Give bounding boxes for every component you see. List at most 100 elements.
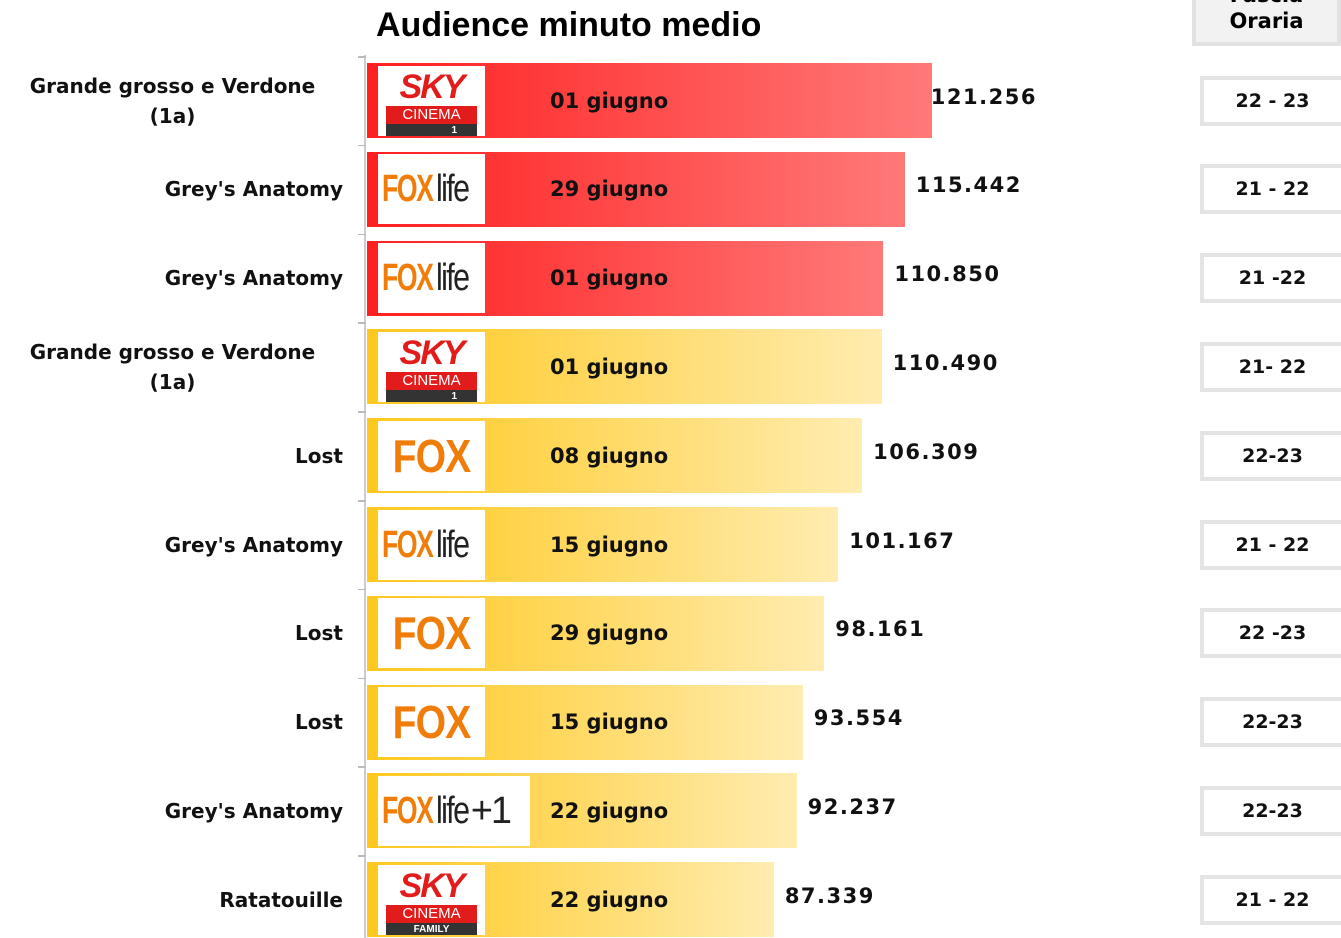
logo-foxlife: FOXlife+1 <box>378 776 530 846</box>
logo-life: life <box>436 523 470 566</box>
category-text: Lost <box>295 621 343 646</box>
slot-text: 22 - 23 <box>1235 89 1310 112</box>
axis-tick <box>358 855 366 857</box>
axis-tick <box>358 144 366 147</box>
channel-logo: FOX <box>378 687 485 758</box>
slot-text: 21 - 22 <box>1235 888 1310 911</box>
category-text: Grey's Anatomy <box>164 532 343 557</box>
axis-tick <box>358 322 366 324</box>
logo-foxlife: FOXlife <box>378 154 485 224</box>
category-text: Lost <box>295 443 343 468</box>
value-label: 106.309 <box>873 439 980 464</box>
axis-tick <box>358 766 366 768</box>
category-label: Lost <box>0 692 343 752</box>
logo-fox: FOX <box>392 696 472 749</box>
logo-fox: FOX <box>392 607 472 660</box>
logo-fox: FOX <box>382 257 434 300</box>
value-label: 87.339 <box>784 883 875 908</box>
category-label: Grey's Anatomy <box>0 781 343 841</box>
slot-box: 21- 22 <box>1200 341 1341 392</box>
channel-logo: FOXlife <box>378 509 485 580</box>
category-text: Grey's Anatomy <box>164 798 343 823</box>
axis-tick <box>358 56 366 58</box>
slot-box: 21 -22 <box>1200 253 1341 304</box>
logo-sub: 1 <box>386 389 477 402</box>
date-label: 22 giugno <box>550 798 669 823</box>
channel-logo: FOX <box>378 420 485 491</box>
date-label: 15 giugno <box>550 710 669 735</box>
logo-life: life <box>436 257 470 300</box>
logo-sub: FAMILY <box>386 922 477 935</box>
date-label: 01 giugno <box>550 266 669 291</box>
slot-text: 22-23 <box>1242 711 1303 734</box>
value-label: 110.490 <box>892 350 999 375</box>
channel-logo: SKY CINEMA 1 <box>378 331 485 402</box>
axis-tick <box>358 500 366 502</box>
logo-cinema: CINEMA <box>386 904 477 923</box>
date-label: 01 giugno <box>550 88 669 113</box>
logo-sky: SKY <box>399 866 466 905</box>
slot-box: 22-23 <box>1200 785 1341 836</box>
date-label: 01 giugno <box>550 354 669 379</box>
category-text: Grande grosso e Verdone (1a) <box>29 73 316 128</box>
logo-plus: +1 <box>470 789 512 832</box>
category-text: Lost <box>295 710 343 735</box>
category-label: Grande grosso e Verdone (1a) <box>0 337 345 397</box>
value-label: 93.554 <box>813 706 904 731</box>
chart-title: Audience minuto medio <box>376 6 762 44</box>
channel-logo: FOXlife <box>378 243 485 314</box>
category-label: Lost <box>0 603 343 663</box>
slot-box: 21 - 22 <box>1200 874 1341 925</box>
value-label: 98.161 <box>835 617 926 642</box>
slot-header: Fascia Oraria <box>1192 0 1341 46</box>
channel-logo: SKY CINEMA 1 <box>378 65 485 136</box>
logo-fox: FOX <box>382 168 434 211</box>
slot-box: 22-23 <box>1200 697 1341 748</box>
logo-fox: FOX <box>392 429 472 482</box>
slot-box: 22 - 23 <box>1200 75 1341 126</box>
date-label: 29 giugno <box>550 177 669 202</box>
logo-fox: FOX <box>382 523 434 566</box>
logo-sky: SKY <box>399 333 466 372</box>
axis-tick <box>358 588 366 591</box>
slot-box: 21 - 22 <box>1200 519 1341 570</box>
value-label: 115.442 <box>915 173 1022 198</box>
slot-box: 21 - 22 <box>1200 164 1341 215</box>
category-label: Ratatouille <box>0 870 343 930</box>
slot-text: 21 - 22 <box>1235 178 1310 201</box>
slot-box: 22 -23 <box>1200 608 1341 659</box>
category-text: Grande grosso e Verdone (1a) <box>29 339 316 394</box>
channel-logo: FOXlife <box>378 154 485 225</box>
category-text: Grey's Anatomy <box>164 177 343 202</box>
logo-life: life <box>436 168 470 211</box>
slot-text: 22-23 <box>1242 799 1303 822</box>
slot-header-text: Fascia Oraria <box>1229 0 1304 33</box>
axis <box>364 55 366 938</box>
logo-life: life <box>436 789 470 832</box>
axis-tick <box>358 233 366 236</box>
slot-text: 22 -23 <box>1238 622 1307 645</box>
date-label: 08 giugno <box>550 443 669 468</box>
category-label: Grande grosso e Verdone (1a) <box>0 71 345 131</box>
logo-cinema: CINEMA <box>386 105 477 124</box>
category-label: Grey's Anatomy <box>0 248 343 308</box>
slot-text: 21- 22 <box>1238 355 1307 378</box>
logo-foxlife: FOXlife <box>378 510 485 580</box>
category-label: Grey's Anatomy <box>0 515 343 575</box>
date-label: 29 giugno <box>550 621 669 646</box>
channel-logo: SKY CINEMA FAMILY <box>378 864 485 935</box>
value-label: 110.850 <box>894 262 1001 287</box>
logo-sky: SKY <box>399 67 466 106</box>
category-label: Lost <box>0 426 343 486</box>
channel-logo: FOX <box>378 598 485 669</box>
slot-text: 22-23 <box>1242 444 1303 467</box>
value-label: 101.167 <box>849 528 956 553</box>
date-label: 22 giugno <box>550 887 669 912</box>
axis-tick <box>358 411 366 413</box>
slot-text: 21 - 22 <box>1235 533 1310 556</box>
logo-fox: FOX <box>382 789 434 832</box>
category-label: Grey's Anatomy <box>0 159 343 219</box>
logo-cinema: CINEMA <box>386 371 477 390</box>
value-label: 92.237 <box>807 794 898 819</box>
logo-sub: 1 <box>386 123 477 136</box>
